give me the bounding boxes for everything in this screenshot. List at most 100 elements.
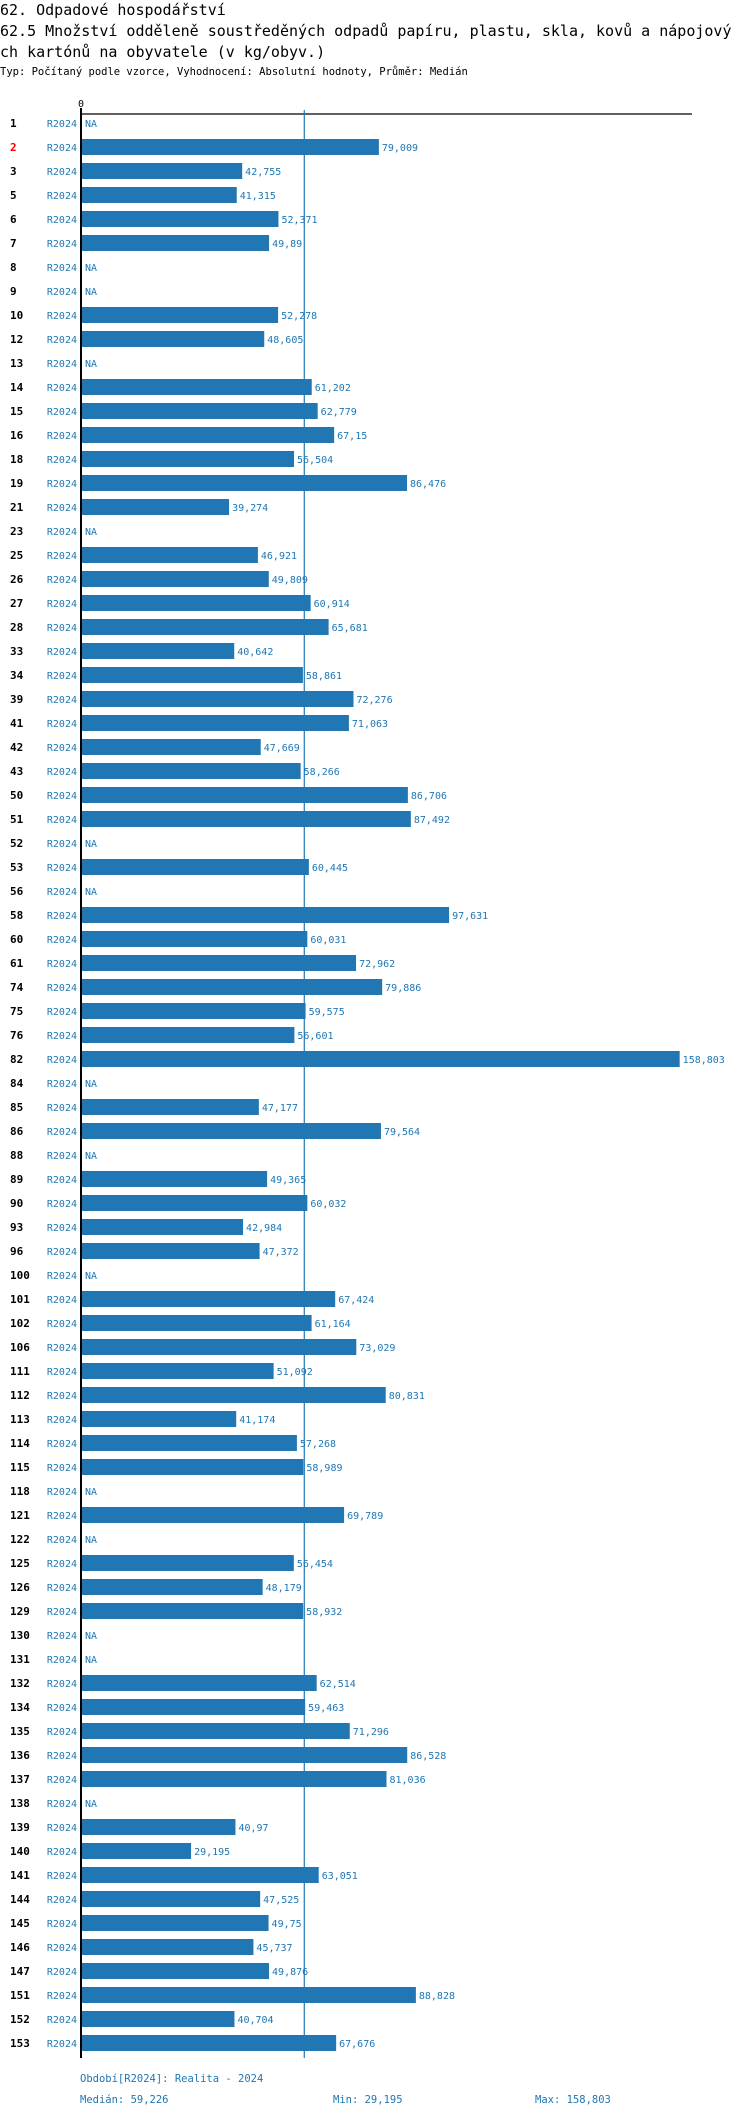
row-id-label: 84 (10, 1077, 24, 1090)
period-label: R2024 (47, 1991, 77, 2002)
row-id-label: 144 (10, 1893, 30, 1906)
value-label: 81,036 (390, 1775, 426, 1786)
period-label: R2024 (47, 455, 77, 466)
na-label: NA (85, 1535, 97, 1546)
value-label: 79,886 (385, 983, 421, 994)
row-id-label: 114 (10, 1437, 30, 1450)
period-label: R2024 (47, 815, 77, 826)
na-label: NA (85, 263, 97, 274)
period-label: R2024 (47, 887, 77, 898)
bar-90 (81, 1195, 308, 1211)
row-id-label: 19 (10, 477, 23, 490)
period-label: R2024 (47, 1655, 77, 1666)
period-label: R2024 (47, 239, 77, 250)
period-label: R2024 (47, 1967, 77, 1978)
value-label: 40,97 (238, 1823, 268, 1834)
value-label: 40,642 (237, 647, 273, 658)
value-label: 58,861 (306, 671, 342, 682)
period-label: R2024 (47, 1199, 77, 1210)
bar-145 (81, 1915, 269, 1931)
bar-12 (81, 331, 265, 347)
row-id-label: 100 (10, 1269, 30, 1282)
row-id-label: 74 (10, 981, 24, 994)
row-id-label: 53 (10, 861, 23, 874)
row-id-label: 89 (10, 1173, 23, 1186)
value-label: 86,706 (411, 791, 447, 802)
value-label: 41,174 (239, 1415, 275, 1426)
value-label: 63,051 (322, 1871, 358, 1882)
period-label: R2024 (47, 623, 77, 634)
bar-58 (81, 907, 450, 923)
bar-141 (81, 1867, 319, 1883)
bar-61 (81, 955, 357, 971)
bar-151 (81, 1987, 416, 2003)
period-label: R2024 (47, 311, 77, 322)
value-label: 45,737 (256, 1943, 292, 1954)
period-label: R2024 (47, 1487, 77, 1498)
value-label: 49,89 (272, 239, 302, 250)
row-id-label: 145 (10, 1917, 30, 1930)
row-id-label: 51 (10, 813, 24, 826)
period-label: R2024 (47, 383, 77, 394)
bar-5 (81, 187, 237, 203)
period-label: R2024 (47, 863, 77, 874)
bar-75 (81, 1003, 306, 1019)
value-label: 62,514 (320, 1679, 356, 1690)
period-label: R2024 (47, 959, 77, 970)
value-label: 60,031 (310, 935, 346, 946)
period-label: R2024 (47, 1703, 77, 1714)
period-label: R2024 (47, 1247, 77, 1258)
bar-60 (81, 931, 308, 947)
bar-113 (81, 1411, 237, 1427)
row-id-label: 21 (10, 501, 24, 514)
period-label: R2024 (47, 2015, 77, 2026)
row-id-label: 130 (10, 1629, 30, 1642)
value-label: 41,315 (240, 191, 276, 202)
bar-41 (81, 715, 349, 731)
period-legend: Období[R2024]: Realita - 2024 (80, 2073, 264, 2085)
period-label: R2024 (47, 1271, 77, 1282)
chart-meta: Typ: Počítaný podle vzorce, Vyhodnocení:… (0, 66, 468, 78)
median-stat: Medián: 59,226 (80, 2094, 169, 2106)
bar-2 (81, 139, 379, 155)
value-label: 59,575 (309, 1007, 345, 1018)
period-label: R2024 (47, 1367, 77, 1378)
bar-101 (81, 1291, 336, 1307)
row-id-label: 112 (10, 1389, 30, 1402)
period-label: R2024 (47, 1943, 77, 1954)
row-id-label: 140 (10, 1845, 30, 1858)
bar-102 (81, 1315, 312, 1331)
row-id-label: 88 (10, 1149, 23, 1162)
period-label: R2024 (47, 167, 77, 178)
bar-106 (81, 1339, 357, 1355)
bar-34 (81, 667, 303, 683)
bar-85 (81, 1099, 259, 1115)
indicator-title: 62.5 Množství odděleně soustředěných odp… (0, 22, 732, 40)
bar-27 (81, 595, 311, 611)
value-label: 56,504 (297, 455, 333, 466)
period-label: R2024 (47, 1583, 77, 1594)
row-id-label: 16 (10, 429, 24, 442)
value-label: 86,528 (410, 1751, 446, 1762)
bar-140 (81, 1843, 192, 1859)
row-id-label: 82 (10, 1053, 23, 1066)
value-label: 56,601 (297, 1031, 333, 1042)
period-label: R2024 (47, 575, 77, 586)
bar-152 (81, 2011, 235, 2027)
value-label: 47,525 (263, 1895, 299, 1906)
value-label: 58,932 (306, 1607, 342, 1618)
row-id-label: 131 (10, 1653, 30, 1666)
row-id-label: 15 (10, 405, 23, 418)
row-id-label: 135 (10, 1725, 30, 1738)
value-label: 60,445 (312, 863, 348, 874)
row-id-label: 102 (10, 1317, 30, 1330)
period-label: R2024 (47, 1775, 77, 1786)
period-label: R2024 (47, 263, 77, 274)
row-id-label: 8 (10, 261, 17, 274)
bar-82 (81, 1051, 680, 1067)
row-id-label: 1 (10, 117, 17, 130)
value-label: 48,605 (267, 335, 303, 346)
na-label: NA (85, 1487, 97, 1498)
na-label: NA (85, 119, 97, 130)
indicator-title-continued: ch kartónů na obyvatele (v kg/obyv.) (0, 43, 326, 61)
